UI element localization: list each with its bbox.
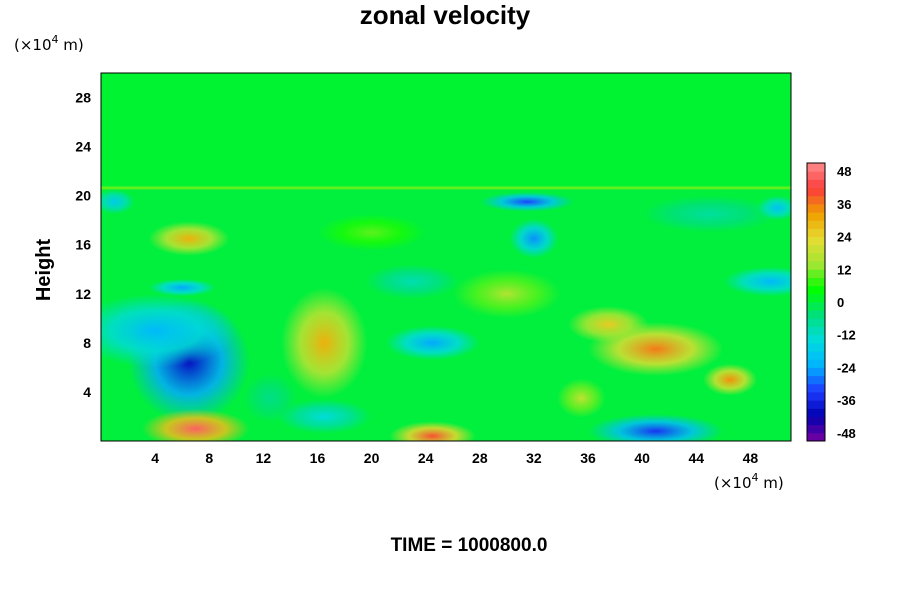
colorbar-tick-label: 12 [837,262,851,277]
colorbar-segment [807,171,825,180]
colorbar-segment [807,293,825,303]
colorbar-segment [807,252,825,262]
colorbar-segment [807,383,825,393]
field-feature [280,287,368,399]
field-feature [567,306,649,343]
y-tick-label: 4 [83,384,91,400]
colorbar-segment [807,212,825,221]
colorbar-segment [807,310,825,319]
colorbar-tick-label: 0 [837,295,844,310]
x-tick-label: 4 [151,450,159,466]
colorbar: -48 -36 -24 -12 0 12 24 36 48 [806,162,857,442]
field-feature [509,218,559,259]
colorbar-frame [806,162,826,442]
colorbar-segment [807,244,825,254]
x-tick-label: 28 [472,450,488,466]
field-feature [757,195,791,221]
x-tick-label: 20 [364,450,380,466]
x-tick-label: 48 [743,450,759,466]
field-feature [389,421,476,441]
x-tick-label: 12 [256,450,272,466]
field-feature [101,189,135,215]
y-tick-label: 20 [75,188,91,204]
field-feature [364,264,460,299]
colorbar-segment [807,261,825,270]
colorbar-segment [807,187,825,197]
y-axis-label: Height [33,239,55,302]
colorbar-segment [807,351,825,360]
colorbar-tick-label: -36 [837,393,856,408]
colorbar-segment [807,408,825,417]
y-tick-label: 24 [75,139,91,155]
x-tick-label: 32 [526,450,542,466]
y-tick-label: 16 [75,237,91,253]
colorbar-segment [807,375,825,385]
field-feature [556,378,606,418]
colorbar-segment [807,326,825,336]
chart-title: zonal velocity [360,0,531,30]
field-feature [101,293,237,368]
colorbar-segment [807,334,825,344]
colorbar-segment [807,302,825,311]
field-feature [452,269,561,319]
colorbar-tick-label: 24 [837,230,852,245]
colorbar-segment [807,195,825,205]
field-feature [723,266,791,297]
colorbar-tick-label: 36 [837,197,851,212]
colorbar-segment [807,367,825,377]
field-features [101,189,791,441]
field-feature [703,363,758,396]
field-feature [479,191,575,212]
colorbar-tick-label: -12 [837,328,856,343]
field-feature [385,325,480,361]
x-axis-unit: (×104 m) [714,471,784,492]
colorbar-segment [807,285,825,295]
field-feature [642,195,778,233]
field-feature [148,279,216,297]
field-feature [148,221,230,256]
colorbar-segment [807,424,825,434]
colorbar-tick-label: -24 [837,360,857,375]
colorbar-segment [807,342,825,352]
plot-area [101,73,791,441]
field-feature [317,214,426,251]
x-axis-ticks: 4 8 12 16 20 24 28 32 36 40 44 48 [151,450,758,466]
x-tick-label: 36 [580,450,596,466]
y-axis-ticks: 4 8 12 16 20 24 28 [75,90,91,400]
upper-uniform-layer [101,73,791,186]
colorbar-segment [807,391,825,401]
colorbar-segment [807,236,825,246]
colorbar-segment [807,359,825,368]
x-tick-label: 16 [310,450,326,466]
x-tick-label: 24 [418,450,434,466]
colorbar-segment [807,179,825,189]
x-tick-label: 44 [689,450,705,466]
time-label: TIME = 1000800.0 [391,535,548,556]
y-tick-label: 8 [83,335,91,351]
colorbar-segment [807,400,825,409]
field-feature [243,373,298,423]
field-feature [588,414,724,441]
colorbar-tick-label: 48 [837,164,851,179]
y-tick-label: 28 [75,90,91,106]
colorbar-segment [807,416,825,426]
colorbar-segment [807,277,825,287]
field-feature [276,399,372,434]
colorbar-segment [807,220,825,229]
field-feature [141,409,250,441]
x-tick-label: 40 [634,450,650,466]
colorbar-segment [807,318,825,328]
colorbar-tick-label: -48 [837,426,856,441]
colorbar-segment [807,228,825,238]
colorbar-segment [807,163,825,172]
plot-frame [100,72,792,442]
y-axis-unit: (×104 m) [14,33,84,54]
colorbar-segment [807,432,825,442]
colorbar-segment [807,269,825,278]
x-tick-label: 8 [205,450,213,466]
y-tick-label: 12 [75,286,91,302]
colorbar-segment [807,203,825,213]
